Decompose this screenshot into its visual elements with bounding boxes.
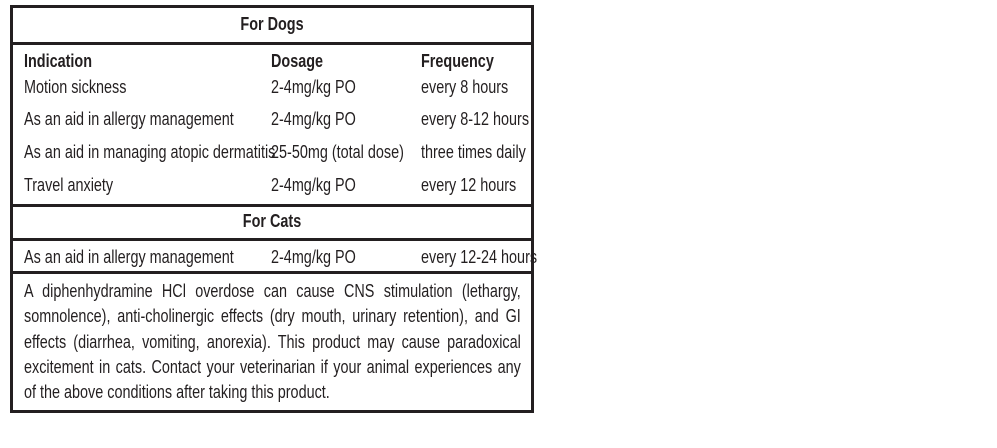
dog-row-indication: As an aid in managing atopic dermatitis xyxy=(24,142,276,162)
dog-row-indication: Travel anxiety xyxy=(24,175,114,195)
dog-row-indication: Motion sickness xyxy=(24,77,127,97)
dog-row-frequency: every 8-12 hours xyxy=(421,109,530,129)
dog-row-frequency: three times daily xyxy=(421,142,526,162)
dog-row-dosage: 2-4mg/kg PO xyxy=(271,175,356,195)
dosage-table xyxy=(10,5,534,413)
divider xyxy=(10,238,534,241)
dog-row-frequency: every 8 hours xyxy=(421,77,509,97)
cat-row-frequency: every 12-24 hours xyxy=(421,247,538,267)
divider xyxy=(10,271,534,274)
header-dosage: Dosage xyxy=(271,51,324,71)
divider xyxy=(10,42,534,45)
cat-row-indication: As an aid in allergy management xyxy=(24,247,234,267)
overdose-warning: A diphenhydramine HCl overdose can cause… xyxy=(24,281,521,403)
cats-section-title: For Cats xyxy=(242,211,302,231)
dog-row-dosage: 2-4mg/kg PO xyxy=(271,109,356,129)
cat-row-dosage: 2-4mg/kg PO xyxy=(271,247,356,267)
divider xyxy=(10,204,534,207)
header-frequency: Frequency xyxy=(421,51,494,71)
dog-row-dosage: 2-4mg/kg PO xyxy=(271,77,356,97)
dog-row-frequency: every 12 hours xyxy=(421,175,517,195)
dog-row-dosage: 25-50mg (total dose) xyxy=(271,142,404,162)
header-indication: Indication xyxy=(24,51,92,71)
dogs-section-title: For Dogs xyxy=(240,14,304,34)
dog-row-indication: As an aid in allergy management xyxy=(24,109,234,129)
